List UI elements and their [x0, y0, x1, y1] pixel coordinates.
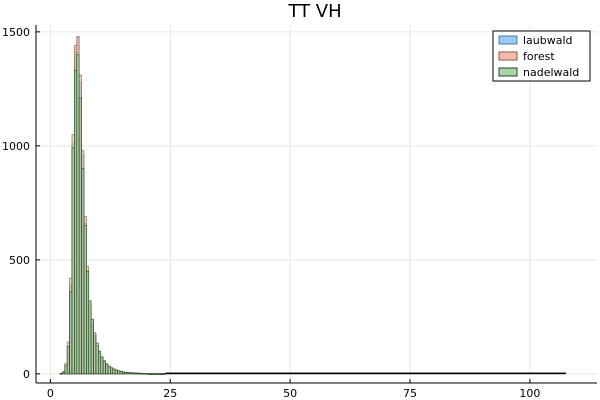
histogram-bar — [129, 372, 133, 375]
histogram-bar — [155, 373, 159, 375]
histogram-bar — [110, 367, 114, 375]
histogram-bar — [141, 373, 145, 375]
histogram-bar — [148, 373, 152, 375]
histogram-bar — [78, 97, 82, 375]
histogram-bar — [105, 363, 109, 375]
histogram-bar — [143, 373, 147, 375]
histogram-bar — [138, 372, 142, 375]
histogram-bar — [133, 372, 137, 375]
y-tick-label: 0 — [23, 368, 30, 381]
histogram-bar — [136, 372, 140, 375]
x-tick-label: 25 — [163, 387, 177, 400]
series-laubwald — [59, 37, 478, 375]
x-tick-label: 50 — [283, 387, 297, 400]
histogram-bar — [117, 370, 121, 375]
legend-swatch — [498, 67, 518, 77]
histogram-bar — [76, 54, 80, 375]
chart-title: TT VH — [287, 1, 341, 22]
series-nadelwald — [59, 54, 566, 375]
histogram-bar — [83, 225, 87, 375]
legend-swatch — [498, 51, 518, 61]
y-tick-label: 1500 — [2, 26, 30, 39]
histogram-bar — [86, 270, 90, 375]
histogram-bar — [62, 371, 66, 375]
histogram-bar — [59, 373, 63, 375]
histogram-bar — [126, 372, 130, 375]
histogram-bar — [150, 373, 154, 375]
histogram-bar — [153, 373, 157, 375]
histogram-bar — [102, 360, 106, 375]
histogram-bar — [69, 291, 73, 375]
series-forest — [59, 36, 566, 375]
histogram-bar — [160, 373, 164, 375]
histogram-bar — [88, 300, 92, 375]
legend-swatch — [498, 35, 518, 45]
histogram-bar — [81, 168, 85, 375]
histogram-bar — [145, 373, 149, 375]
histogram-bar — [95, 342, 99, 375]
histogram-bar — [71, 147, 75, 375]
histogram-bar — [162, 373, 166, 375]
histogram-bar — [64, 364, 68, 375]
x-tick-label: 0 — [47, 387, 54, 400]
x-tick-label: 100 — [519, 387, 540, 400]
histogram-bar — [157, 373, 161, 375]
histogram-bar — [124, 371, 128, 375]
histogram-bar — [114, 369, 118, 375]
legend-label: forest — [523, 50, 555, 63]
histogram-bar — [112, 368, 116, 375]
bars-layer — [59, 36, 566, 375]
histogram-bar — [98, 350, 102, 375]
histogram-bar — [100, 356, 104, 375]
histogram-bar — [107, 365, 111, 375]
histogram-bar — [119, 371, 123, 375]
y-tick-label: 500 — [9, 254, 30, 267]
histogram-bar — [122, 371, 126, 375]
legend-label: laubwald — [523, 34, 573, 47]
histogram-bar — [74, 70, 78, 375]
histogram-bar — [90, 318, 94, 375]
legend: laubwald forest nadelwald — [492, 30, 591, 82]
legend-label: nadelwald — [523, 66, 579, 79]
y-tick-label: 1000 — [2, 140, 30, 153]
histogram-bar — [131, 372, 135, 375]
histogram-bar — [93, 332, 97, 375]
histogram-bar — [66, 346, 70, 375]
x-tick-label: 75 — [403, 387, 417, 400]
